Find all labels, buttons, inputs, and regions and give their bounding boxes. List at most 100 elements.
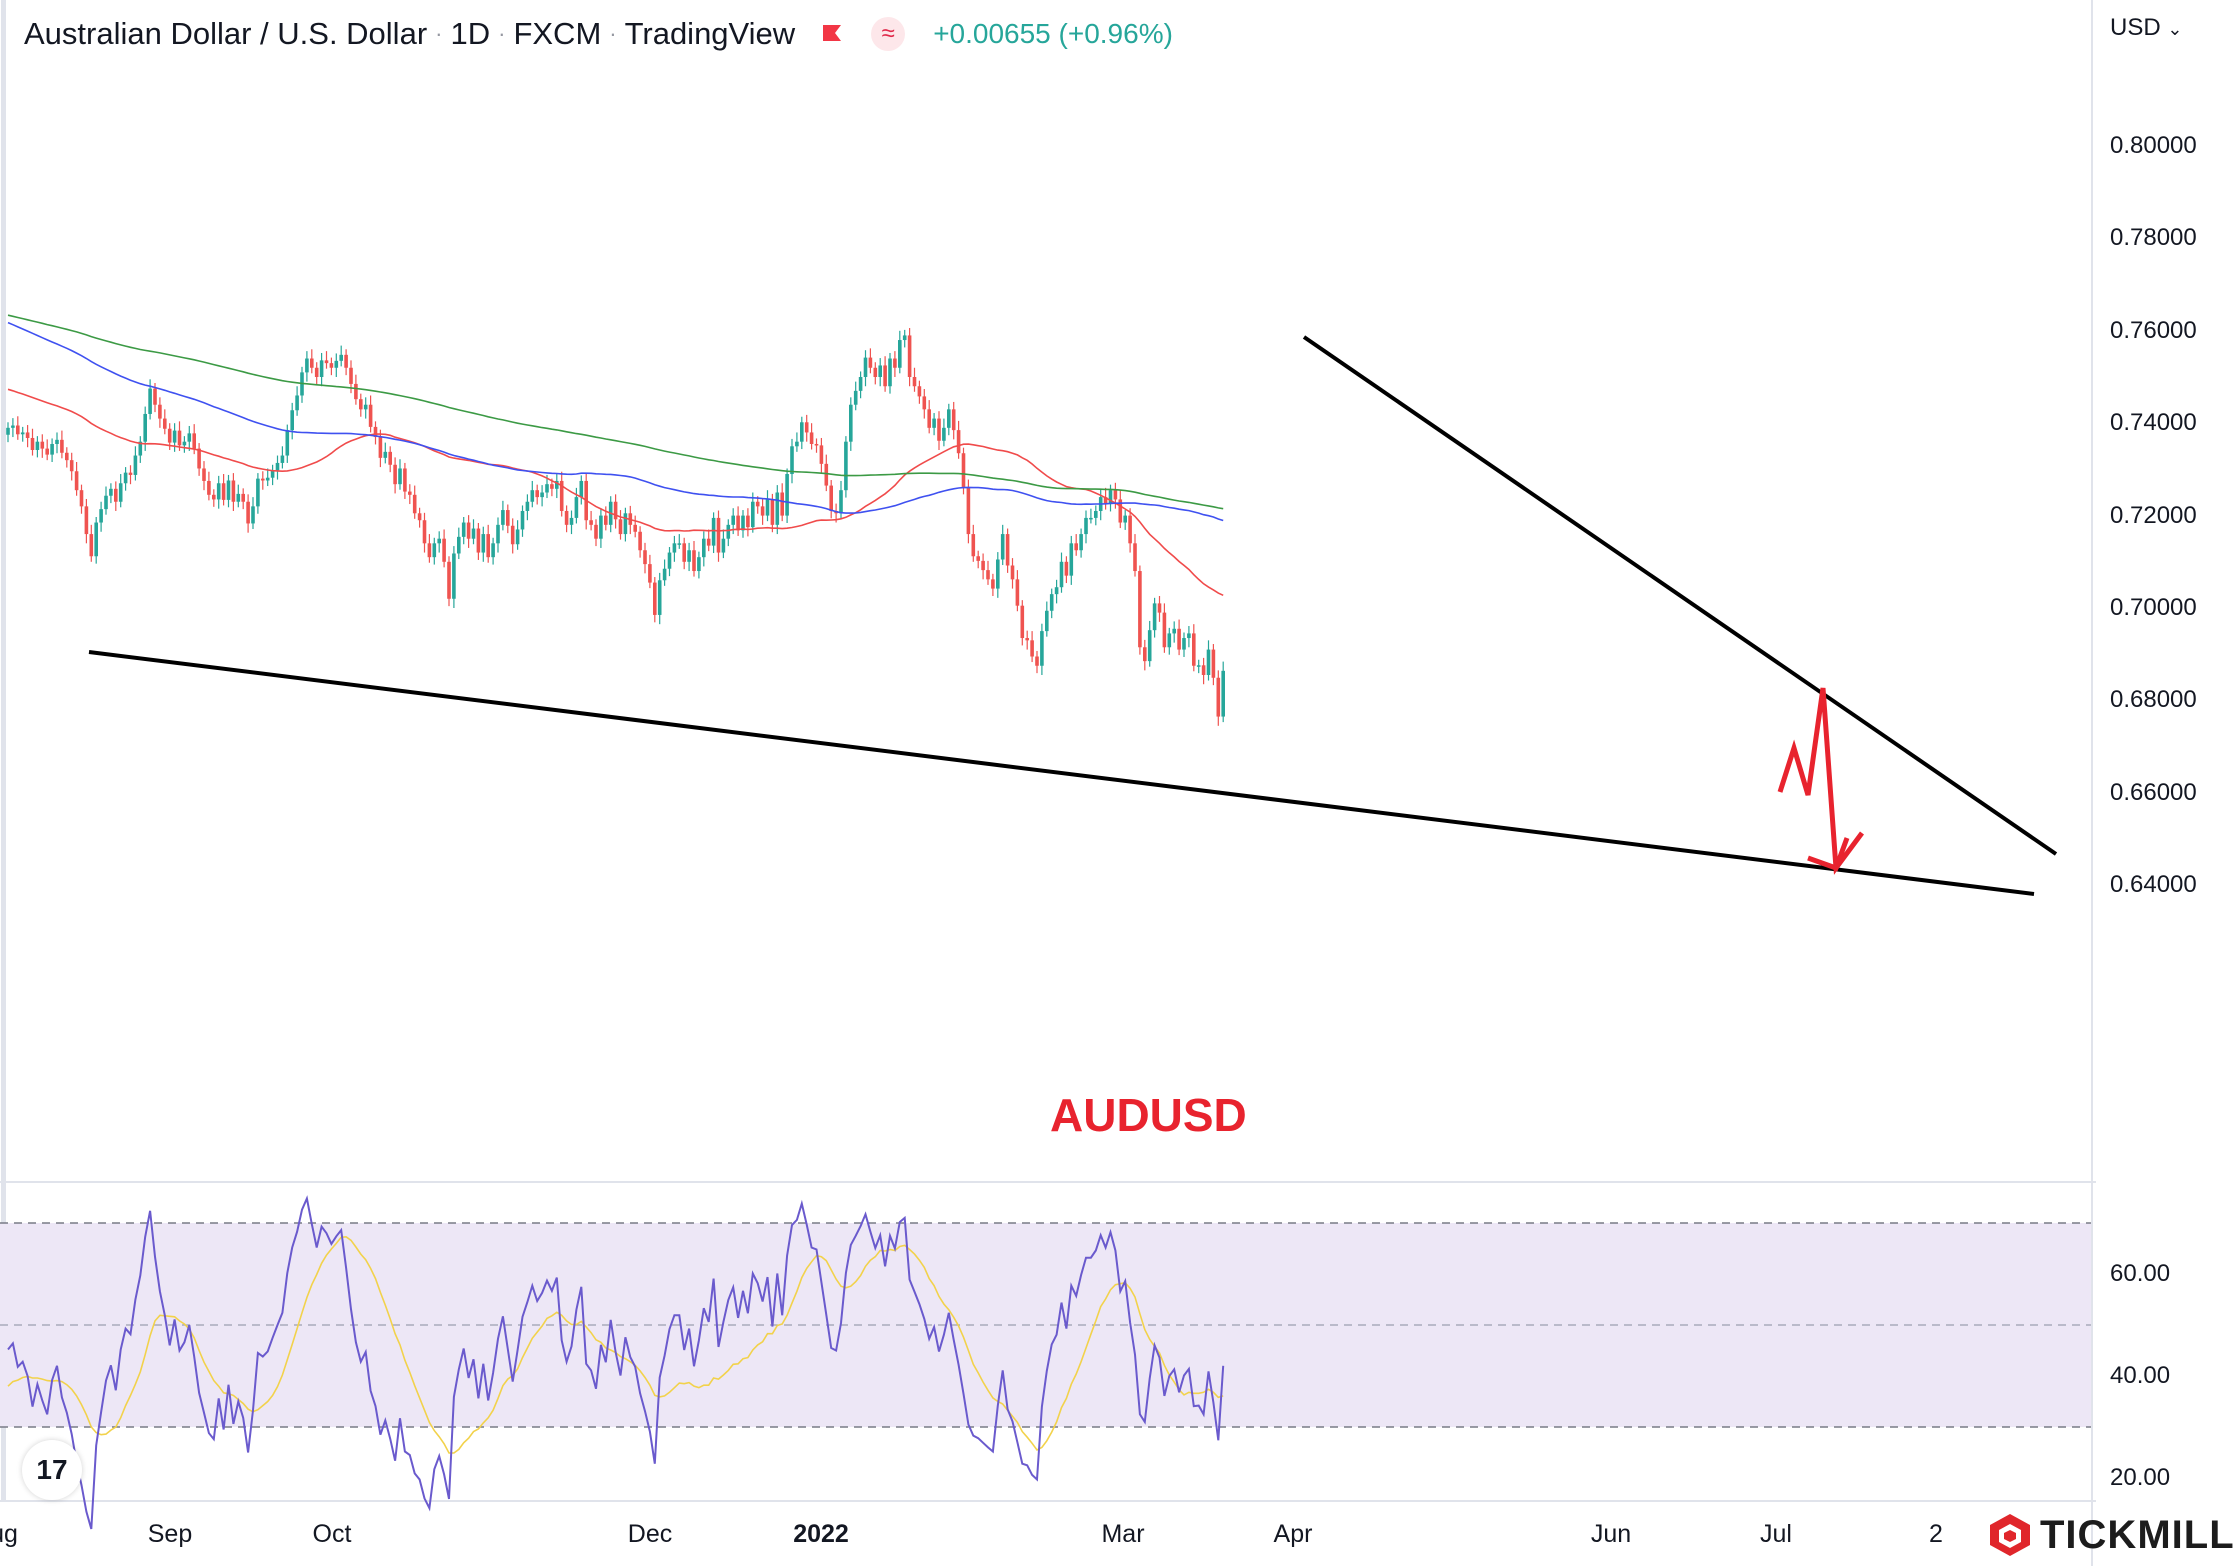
candle (589, 510, 593, 531)
candle (613, 494, 618, 529)
candle (1040, 623, 1044, 675)
candle (40, 434, 45, 458)
price-scale-border (2091, 0, 2093, 1566)
candle (1196, 659, 1201, 674)
tickmill-logo: TICKMILL (1988, 1512, 2234, 1558)
candle (30, 428, 35, 456)
tradingview-logo[interactable]: 17 (22, 1440, 82, 1500)
candle (231, 473, 236, 511)
candle (1030, 631, 1034, 663)
candle (158, 397, 162, 428)
candle (501, 500, 505, 531)
candle (687, 542, 691, 572)
chevron-down-icon[interactable]: ⌄ (2167, 19, 2183, 39)
candle (711, 512, 716, 554)
candle (334, 353, 339, 377)
candle (868, 348, 873, 374)
candle (907, 328, 912, 387)
candle (466, 515, 471, 548)
candle (883, 356, 887, 392)
price-tick-label: 0.76000 (2110, 316, 2197, 344)
candle (937, 411, 941, 450)
candle (447, 556, 451, 607)
candle (452, 546, 456, 608)
flag-icon[interactable] (821, 23, 843, 45)
candle (775, 485, 780, 535)
symbol-name[interactable]: Australian Dollar / U.S. Dollar (24, 16, 428, 51)
candle (971, 524, 976, 562)
time-tick-label: Jul (1760, 1520, 1792, 1548)
candle (1182, 632, 1186, 657)
candle (555, 473, 559, 499)
candle (917, 380, 922, 404)
upper-trendline[interactable] (1302, 335, 2058, 856)
candle (1221, 661, 1225, 723)
candle (496, 517, 500, 553)
currency-selector[interactable]: USD ⌄ (2110, 14, 2182, 42)
candle (393, 457, 397, 494)
price-tick-label: 0.74000 (2110, 409, 2197, 437)
candle (672, 535, 677, 562)
candle (819, 437, 824, 474)
candle (1005, 528, 1010, 573)
candle (94, 516, 98, 564)
candle (187, 425, 192, 451)
lower-trendline[interactable] (88, 650, 2035, 896)
candle (579, 475, 584, 505)
currency-label[interactable]: USD (2110, 14, 2161, 41)
wave-icon[interactable]: ≈ (871, 17, 906, 51)
candle (310, 349, 314, 374)
candle (197, 443, 201, 476)
candle (177, 421, 182, 451)
candle (1143, 639, 1147, 671)
time-tick-label: ug (0, 1520, 18, 1548)
candle (123, 467, 128, 491)
price-tick-label: 0.80000 (2110, 132, 2197, 159)
candle (74, 462, 79, 496)
candle (133, 446, 138, 481)
candle (417, 507, 422, 528)
candle (697, 551, 701, 579)
candle (412, 485, 417, 519)
candle (1152, 597, 1157, 638)
candle (853, 381, 858, 411)
candle (265, 468, 270, 487)
price-tick-label: 0.72000 (2110, 501, 2197, 529)
candle (314, 362, 319, 385)
candle (1118, 490, 1123, 529)
candle (942, 418, 946, 447)
candle (491, 537, 495, 565)
candle (437, 531, 441, 553)
candle (403, 462, 407, 499)
candle (1000, 524, 1005, 566)
interval-label[interactable]: 1D (450, 16, 491, 51)
candle (344, 349, 348, 376)
candle (898, 330, 902, 374)
candle (471, 519, 476, 545)
time-tick-label: Sep (147, 1520, 193, 1548)
candle (388, 446, 392, 473)
candle (50, 438, 54, 463)
candle (809, 423, 814, 450)
candle (682, 537, 686, 570)
candle (981, 553, 985, 580)
candle (1054, 579, 1059, 604)
chart-header: Australian Dollar / U.S. Dollar · 1D · F… (24, 16, 1173, 52)
candle (25, 425, 30, 448)
symbol-annotation: AUDUSD (1050, 1089, 1247, 1141)
candle (800, 416, 804, 450)
candle (530, 480, 535, 508)
candle (947, 403, 951, 436)
candle (128, 465, 133, 485)
tickmill-wordmark: TICKMILL (2040, 1512, 2234, 1557)
candle (1206, 640, 1211, 681)
candle (996, 552, 1000, 598)
rsi-line (7, 1195, 1225, 1530)
separator-dot: · (609, 21, 617, 46)
candlesticks (6, 328, 1225, 726)
separator-dot: · (498, 21, 506, 46)
candle (1069, 535, 1074, 585)
ma-short-line (7, 388, 1224, 597)
candle (55, 432, 59, 454)
